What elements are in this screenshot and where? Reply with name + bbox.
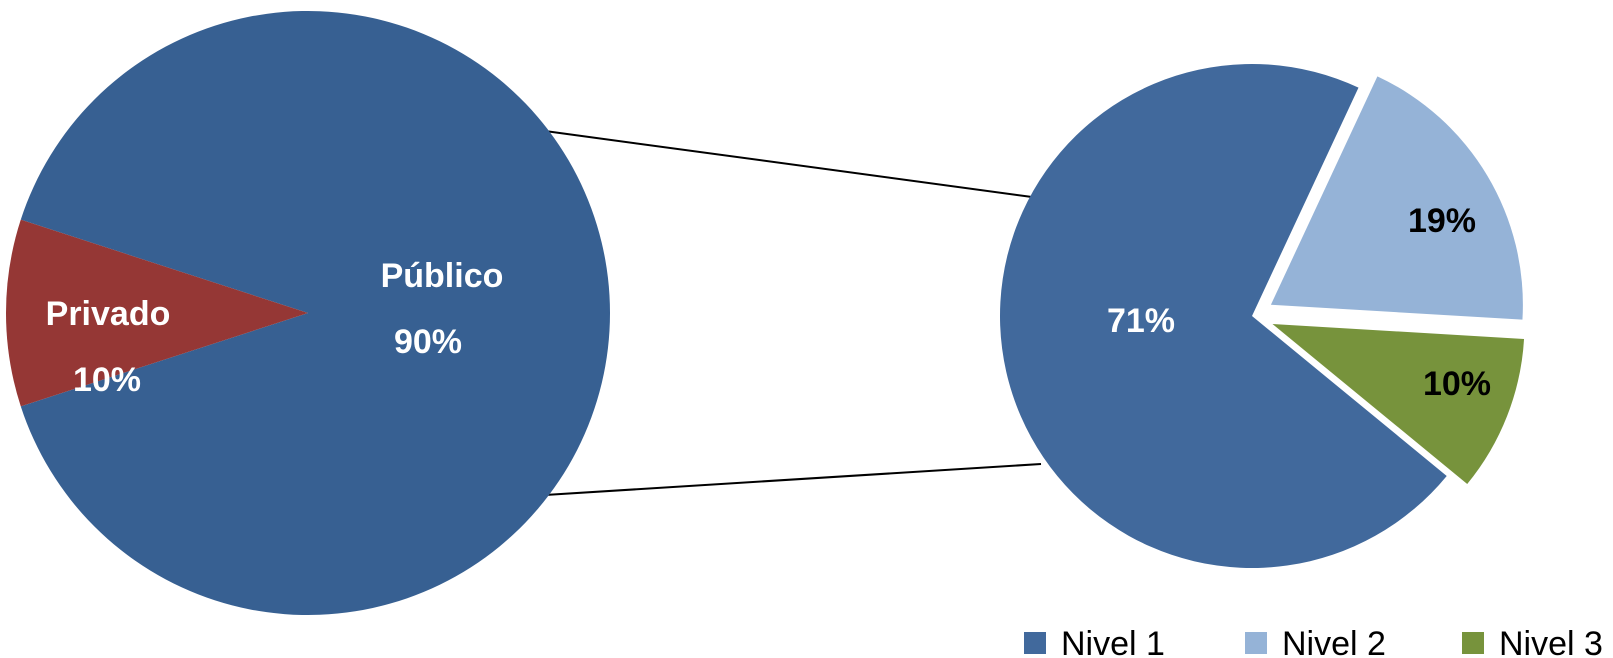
- legend-swatch-nivel-3: [1462, 632, 1484, 654]
- slice-label-publico-name: Público: [381, 257, 504, 295]
- main-pie: Público 90% Privado 10%: [6, 10, 611, 615]
- connector-line-top: [544, 130, 1033, 198]
- pie-slice-publico: [20, 10, 611, 615]
- pie-slice-privado: [6, 219, 308, 407]
- pie-slice-nivel-3: [1272, 324, 1525, 484]
- legend-item-nivel-2: Nivel 2: [1245, 625, 1386, 658]
- legend-label-nivel-1: Nivel 1: [1061, 625, 1165, 658]
- secondary-pie: 71% 19% 10%: [1000, 63, 1525, 568]
- slice-label-privado-name: Privado: [46, 295, 171, 333]
- legend-label-nivel-2: Nivel 2: [1282, 625, 1386, 658]
- slice-label-publico-value: 90%: [394, 323, 462, 361]
- slice-label-nivel-2: 19%: [1408, 202, 1476, 240]
- slice-label-nivel-1: 71%: [1107, 302, 1175, 340]
- legend-label-nivel-3: Nivel 3: [1499, 625, 1603, 658]
- legend-swatch-nivel-2: [1245, 632, 1267, 654]
- pie-slice-nivel-1: [1000, 63, 1447, 568]
- legend-item-nivel-3: Nivel 3: [1462, 625, 1603, 658]
- slice-label-privado-value: 10%: [73, 361, 141, 399]
- pie-slice-nivel-2: [1270, 76, 1523, 320]
- legend: Nivel 1 Nivel 2 Nivel 3: [1024, 625, 1603, 658]
- legend-item-nivel-1: Nivel 1: [1024, 625, 1165, 658]
- slice-label-nivel-3: 10%: [1423, 365, 1491, 403]
- connector-line-bottom: [544, 463, 1042, 496]
- legend-swatch-nivel-1: [1024, 632, 1046, 654]
